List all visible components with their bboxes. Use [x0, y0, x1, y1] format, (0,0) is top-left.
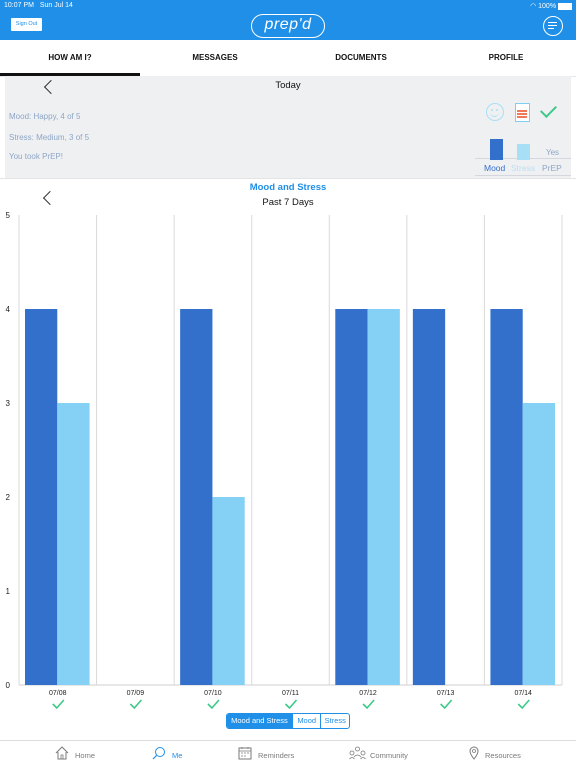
mood-bar: [490, 309, 523, 685]
tab-profile[interactable]: PROFILE: [488, 53, 524, 62]
mood-summary: Mood: Happy, 4 of 5: [9, 112, 81, 121]
chart-title: Mood and Stress: [249, 182, 327, 193]
x-tick-label: 07/12: [359, 690, 377, 697]
prep-check-icon: [440, 699, 453, 710]
sign-out-button[interactable]: Sign Out: [11, 18, 42, 31]
chart-filter-segmented-control: Mood and Stress Mood Stress: [226, 713, 350, 729]
stress-meter-icon: [515, 103, 530, 122]
smiley-icon: [486, 103, 504, 121]
tab-messages[interactable]: MESSAGES: [192, 53, 238, 62]
mood-bar: [335, 309, 368, 685]
prep-check-icon: [517, 699, 530, 710]
app-logo: prep'd: [251, 14, 325, 38]
mini-label-mood: Mood: [484, 163, 506, 173]
prep-check-icon: [362, 699, 375, 710]
y-tick-label: 3: [6, 399, 11, 408]
segment-stress[interactable]: Stress: [324, 716, 346, 725]
mini-stress-bar: [517, 144, 530, 160]
mood-bar: [25, 309, 58, 685]
x-tick-label: 07/08: [49, 690, 67, 697]
y-tick-label: 5: [6, 211, 11, 220]
mini-label-stress: Stress: [511, 163, 536, 173]
calendar-icon: [238, 747, 252, 760]
y-tick-label: 1: [6, 587, 11, 596]
home-icon: [55, 746, 69, 760]
stress-summary: Stress: Medium, 3 of 5: [9, 133, 90, 142]
status-time-date: 10:07 PM Sun Jul 14: [4, 2, 73, 9]
x-tick-label: 07/10: [204, 690, 222, 697]
x-tick-label: 07/13: [437, 690, 455, 697]
mood-bar: [180, 309, 213, 685]
nav-reminders-label: Reminders: [258, 751, 295, 760]
y-tick-label: 0: [6, 681, 11, 690]
nav-me-label: Me: [172, 751, 183, 760]
status-bar: 10:07 PM Sun Jul 14 ◠ 100%: [0, 0, 576, 12]
stress-bar: [522, 403, 555, 685]
wifi-icon: ◠: [530, 3, 537, 10]
bottom-nav: Home Me Reminders Community Resources: [0, 740, 576, 769]
tab-how-am-i[interactable]: HOW AM I?: [0, 40, 140, 76]
stress-bar: [367, 309, 400, 685]
nav-resources[interactable]: Resources: [467, 741, 537, 769]
x-tick-label: 07/11: [282, 690, 299, 697]
location-pin-icon: [469, 746, 479, 760]
nav-me[interactable]: Me: [152, 741, 192, 769]
mood-stress-chart: 0 1 2 3 4 5 07/08 07/09 07/10 07/11 07/12 07/13 07/1…: [6, 211, 563, 710]
prep-check-icon: [129, 699, 142, 710]
prep-summary: You took PrEP!: [9, 152, 63, 161]
y-tick-label: 2: [6, 493, 11, 502]
nav-home[interactable]: Home: [55, 741, 115, 769]
nav-home-label: Home: [75, 751, 96, 760]
mood-bar: [412, 309, 446, 685]
community-icon: [349, 746, 366, 760]
today-panel: Today Mood: Happy, 4 of 5 Stress: Medium…: [5, 76, 571, 178]
battery-icon: [558, 2, 572, 10]
chart-subtitle: Past 7 Days: [262, 197, 314, 208]
prep-check-icon: [284, 699, 298, 710]
status-battery: ◠ 100%: [530, 2, 572, 10]
segment-mood[interactable]: Mood: [293, 714, 322, 728]
stress-bar: [212, 497, 245, 685]
mini-prep-value: Yes: [546, 148, 560, 157]
prep-check-icon: [52, 699, 65, 710]
search-person-icon: [152, 747, 165, 760]
mini-label-prep: PrEP: [542, 163, 562, 173]
app-header: Sign Out prep'd: [0, 12, 576, 40]
today-title: Today: [275, 80, 301, 91]
tab-documents[interactable]: DOCUMENTS: [335, 53, 387, 62]
nav-community[interactable]: Community: [349, 741, 419, 769]
nav-community-label: Community: [370, 751, 408, 760]
x-tick-label: 07/14: [514, 690, 532, 697]
tab-bar: HOW AM I? MESSAGES DOCUMENTS PROFILE: [0, 40, 576, 77]
mini-mood-bar: [490, 139, 503, 160]
nav-reminders[interactable]: Reminders: [238, 741, 308, 769]
checkmark-icon: [540, 101, 557, 118]
stress-bar: [57, 403, 90, 685]
y-tick-label: 4: [6, 305, 11, 314]
segment-mood-and-stress[interactable]: Mood and Stress: [227, 714, 293, 728]
chat-menu-icon[interactable]: [543, 16, 563, 36]
nav-resources-label: Resources: [485, 751, 521, 760]
x-tick-label: 07/09: [127, 690, 145, 697]
prep-check-icon: [207, 699, 220, 710]
